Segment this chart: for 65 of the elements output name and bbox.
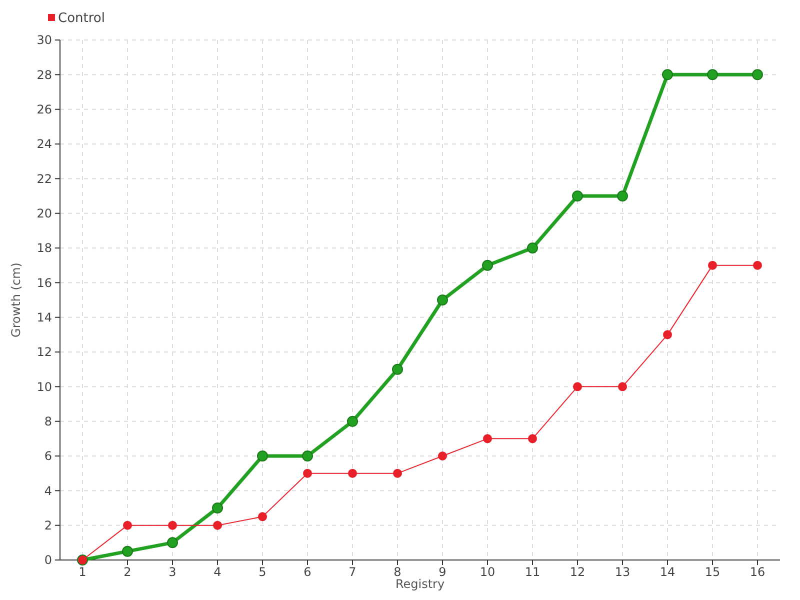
point xyxy=(708,260,717,270)
x-tick-label: 16 xyxy=(750,565,766,579)
x-tick-label: 5 xyxy=(258,565,266,579)
point xyxy=(438,452,447,460)
point xyxy=(258,512,267,522)
point xyxy=(348,468,357,478)
point xyxy=(123,520,132,530)
point xyxy=(527,242,538,254)
x-tick-label: 2 xyxy=(124,565,132,579)
y-axis-title: Growth (cm) xyxy=(9,262,23,338)
y-tick-label: 8 xyxy=(44,414,52,429)
point xyxy=(122,546,133,557)
x-tick-label: 4 xyxy=(214,565,222,579)
x-tick-label: 14 xyxy=(660,565,676,579)
y-tick-label: 14 xyxy=(36,310,52,325)
point xyxy=(302,450,313,462)
point xyxy=(572,190,583,202)
y-tick-label: 20 xyxy=(36,206,52,221)
y-tick-label: 28 xyxy=(36,68,52,82)
x-tick-label: 1 xyxy=(78,565,86,579)
point xyxy=(392,364,403,375)
point xyxy=(618,382,627,392)
y-tick-label: 24 xyxy=(36,137,52,152)
y-tick-label: 4 xyxy=(44,484,52,498)
point xyxy=(707,69,718,80)
x-tick-label: 8 xyxy=(394,565,402,579)
point xyxy=(437,294,448,306)
y-tick-label: 2 xyxy=(44,518,52,533)
point xyxy=(303,468,312,478)
point xyxy=(482,260,493,271)
point xyxy=(617,190,628,202)
point xyxy=(662,69,673,80)
y-tick-label: 16 xyxy=(36,276,52,290)
y-tick-label: 6 xyxy=(44,449,52,464)
y-tick-label: 30 xyxy=(36,33,52,48)
x-tick-label: 7 xyxy=(348,565,356,579)
point xyxy=(663,330,672,340)
legend-label: Control xyxy=(58,11,105,26)
x-tick-label: 12 xyxy=(570,565,586,579)
point xyxy=(347,416,358,427)
point xyxy=(168,520,177,530)
point xyxy=(257,450,268,462)
point xyxy=(573,382,582,392)
point xyxy=(393,468,402,478)
point xyxy=(213,520,222,530)
x-tick-label: 15 xyxy=(704,565,720,579)
x-axis-title: Registry xyxy=(395,577,445,591)
y-tick-label: 12 xyxy=(36,345,52,360)
y-tick-label: 26 xyxy=(36,102,52,117)
y-tick-label: 10 xyxy=(36,380,52,394)
x-tick-label: 13 xyxy=(614,565,630,579)
point xyxy=(752,69,763,80)
x-tick-label: 9 xyxy=(438,565,446,579)
x-tick-label: 3 xyxy=(168,565,176,579)
point xyxy=(212,502,223,514)
point xyxy=(528,434,537,444)
point xyxy=(753,260,762,270)
point xyxy=(167,537,178,548)
y-tick-label: 18 xyxy=(36,241,52,256)
x-tick-label: 6 xyxy=(304,565,312,579)
y-tick-label: 22 xyxy=(36,172,52,186)
x-tick-label: 10 xyxy=(480,565,496,579)
point xyxy=(483,434,492,444)
x-tick-label: 11 xyxy=(524,565,540,579)
y-tick-label: 0 xyxy=(44,553,52,568)
